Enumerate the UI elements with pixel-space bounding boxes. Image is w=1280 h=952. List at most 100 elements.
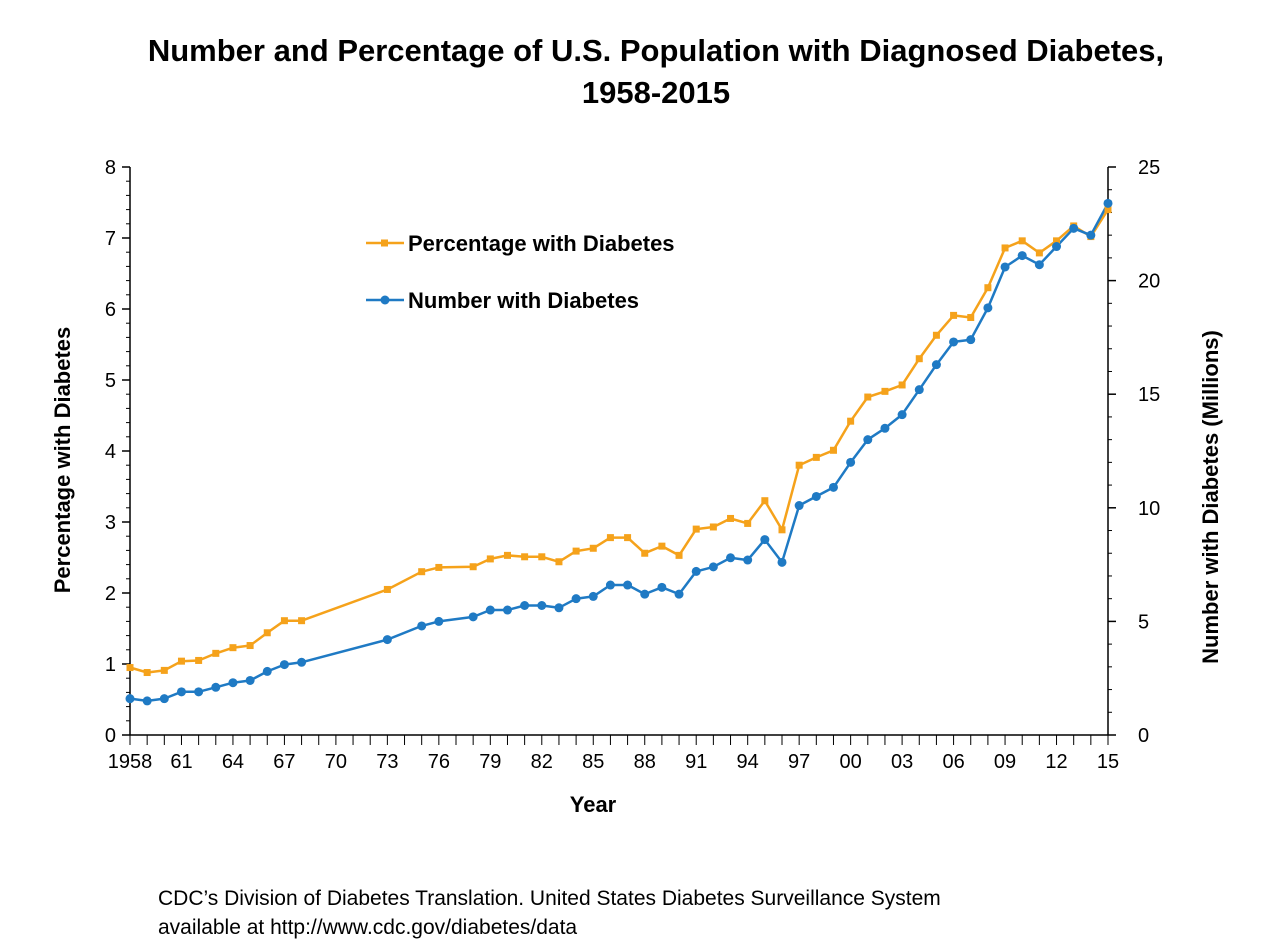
percentage-point	[881, 387, 889, 395]
y-left-tick-label: 0	[105, 725, 116, 747]
number-point	[1034, 260, 1044, 270]
x-tick-label: 82	[531, 751, 553, 773]
percentage-point	[984, 284, 992, 292]
y-left-tick-label: 5	[105, 370, 116, 392]
percentage-point	[521, 553, 529, 561]
x-tick-label: 79	[479, 751, 501, 773]
number-point	[297, 657, 307, 667]
percentage-point	[744, 519, 752, 527]
percentage-point	[795, 461, 803, 469]
percentage-point	[280, 617, 288, 625]
legend-number-label: Number with Diabetes	[408, 288, 639, 313]
number-point	[777, 557, 787, 567]
number-point	[142, 696, 152, 706]
percentage-point	[435, 563, 443, 571]
percentage-point	[418, 568, 426, 576]
number-point	[245, 675, 255, 685]
percentage-point	[847, 417, 855, 425]
chart-title: Number and Percentage of U.S. Population…	[0, 30, 1280, 114]
source-note-line-2: available at http://www.cdc.gov/diabetes…	[158, 916, 578, 939]
percentage-point	[298, 617, 306, 625]
number-point	[588, 591, 598, 601]
chart-title-line-2: 1958-2015	[581, 75, 731, 110]
y-axis-right-title: Number with Diabetes (Millions)	[1198, 330, 1223, 664]
percentage-point	[709, 523, 717, 531]
y-left-tick-label: 3	[105, 512, 116, 534]
number-point	[1069, 223, 1079, 233]
percentage-point	[538, 553, 546, 561]
x-tick-label: 73	[376, 751, 398, 773]
percentage-point	[195, 656, 203, 664]
percentage-point	[263, 629, 271, 637]
percentage-point	[812, 453, 820, 461]
x-axis-title: Year	[570, 792, 617, 817]
percentage-point	[898, 381, 906, 389]
number-point	[811, 491, 821, 501]
percentage-point	[778, 526, 786, 534]
x-tick-label: 70	[325, 751, 347, 773]
percentage-point	[675, 551, 683, 559]
y-right-tick-label: 15	[1138, 384, 1160, 406]
percentage-point	[486, 555, 494, 563]
legend-percentage-swatch-marker	[381, 239, 388, 247]
number-point	[914, 385, 924, 395]
percentage-point	[1053, 237, 1061, 245]
number-point	[125, 694, 135, 704]
number-point	[520, 600, 530, 610]
percentage-point	[692, 525, 700, 533]
number-point	[194, 687, 204, 697]
number-point	[382, 635, 392, 645]
x-tick-label: 1958	[108, 751, 153, 773]
percentage-point	[641, 549, 649, 557]
legend-percentage-label: Percentage with Diabetes	[408, 231, 675, 256]
y-right-tick-label: 20	[1138, 271, 1160, 293]
x-tick-label: 64	[222, 751, 244, 773]
number-point	[468, 612, 478, 622]
number-point	[708, 562, 718, 572]
number-point	[949, 337, 959, 347]
y-right-tick-label: 5	[1138, 611, 1149, 633]
y-left-tick-label: 7	[105, 228, 116, 250]
number-point	[657, 582, 667, 592]
number-point	[966, 335, 976, 345]
percentage-point	[1001, 244, 1009, 252]
number-point	[485, 605, 495, 615]
number-point	[1086, 230, 1096, 240]
percentage-point	[1104, 206, 1112, 214]
percentage-point	[126, 664, 134, 672]
number-point	[1103, 198, 1113, 208]
number-point	[691, 566, 701, 576]
y-left-tick-label: 6	[105, 299, 116, 321]
percentage-point	[727, 514, 735, 522]
percentage-point	[177, 657, 185, 665]
number-point	[554, 603, 564, 613]
number-point	[434, 616, 444, 626]
percentage-series-line	[129, 208, 1110, 674]
number-point	[228, 678, 238, 688]
number-point	[1017, 251, 1027, 261]
number-series-line	[129, 202, 1110, 703]
x-tick-label: 85	[582, 751, 604, 773]
y-left-tick-label: 8	[105, 157, 116, 179]
number-point	[571, 594, 581, 604]
percentage-point	[589, 544, 597, 552]
legend: Percentage with Diabetes Number with Dia…	[366, 231, 675, 313]
number-point	[828, 482, 838, 492]
percentage-point	[246, 642, 254, 650]
number-point	[605, 580, 615, 590]
y-left-tick-label: 1	[105, 654, 116, 676]
y-left-tick-label: 4	[105, 441, 116, 463]
number-point	[863, 435, 873, 445]
number-point	[211, 682, 221, 692]
y-right-tick-label: 25	[1138, 157, 1160, 179]
y-right-tick-label: 0	[1138, 725, 1149, 747]
series-markers	[125, 198, 1113, 706]
number-point	[846, 457, 856, 467]
x-tick-label: 76	[428, 751, 450, 773]
number-point	[760, 535, 770, 545]
x-tick-label: 12	[1045, 751, 1067, 773]
number-point	[1052, 242, 1062, 252]
percentage-point	[624, 534, 632, 542]
